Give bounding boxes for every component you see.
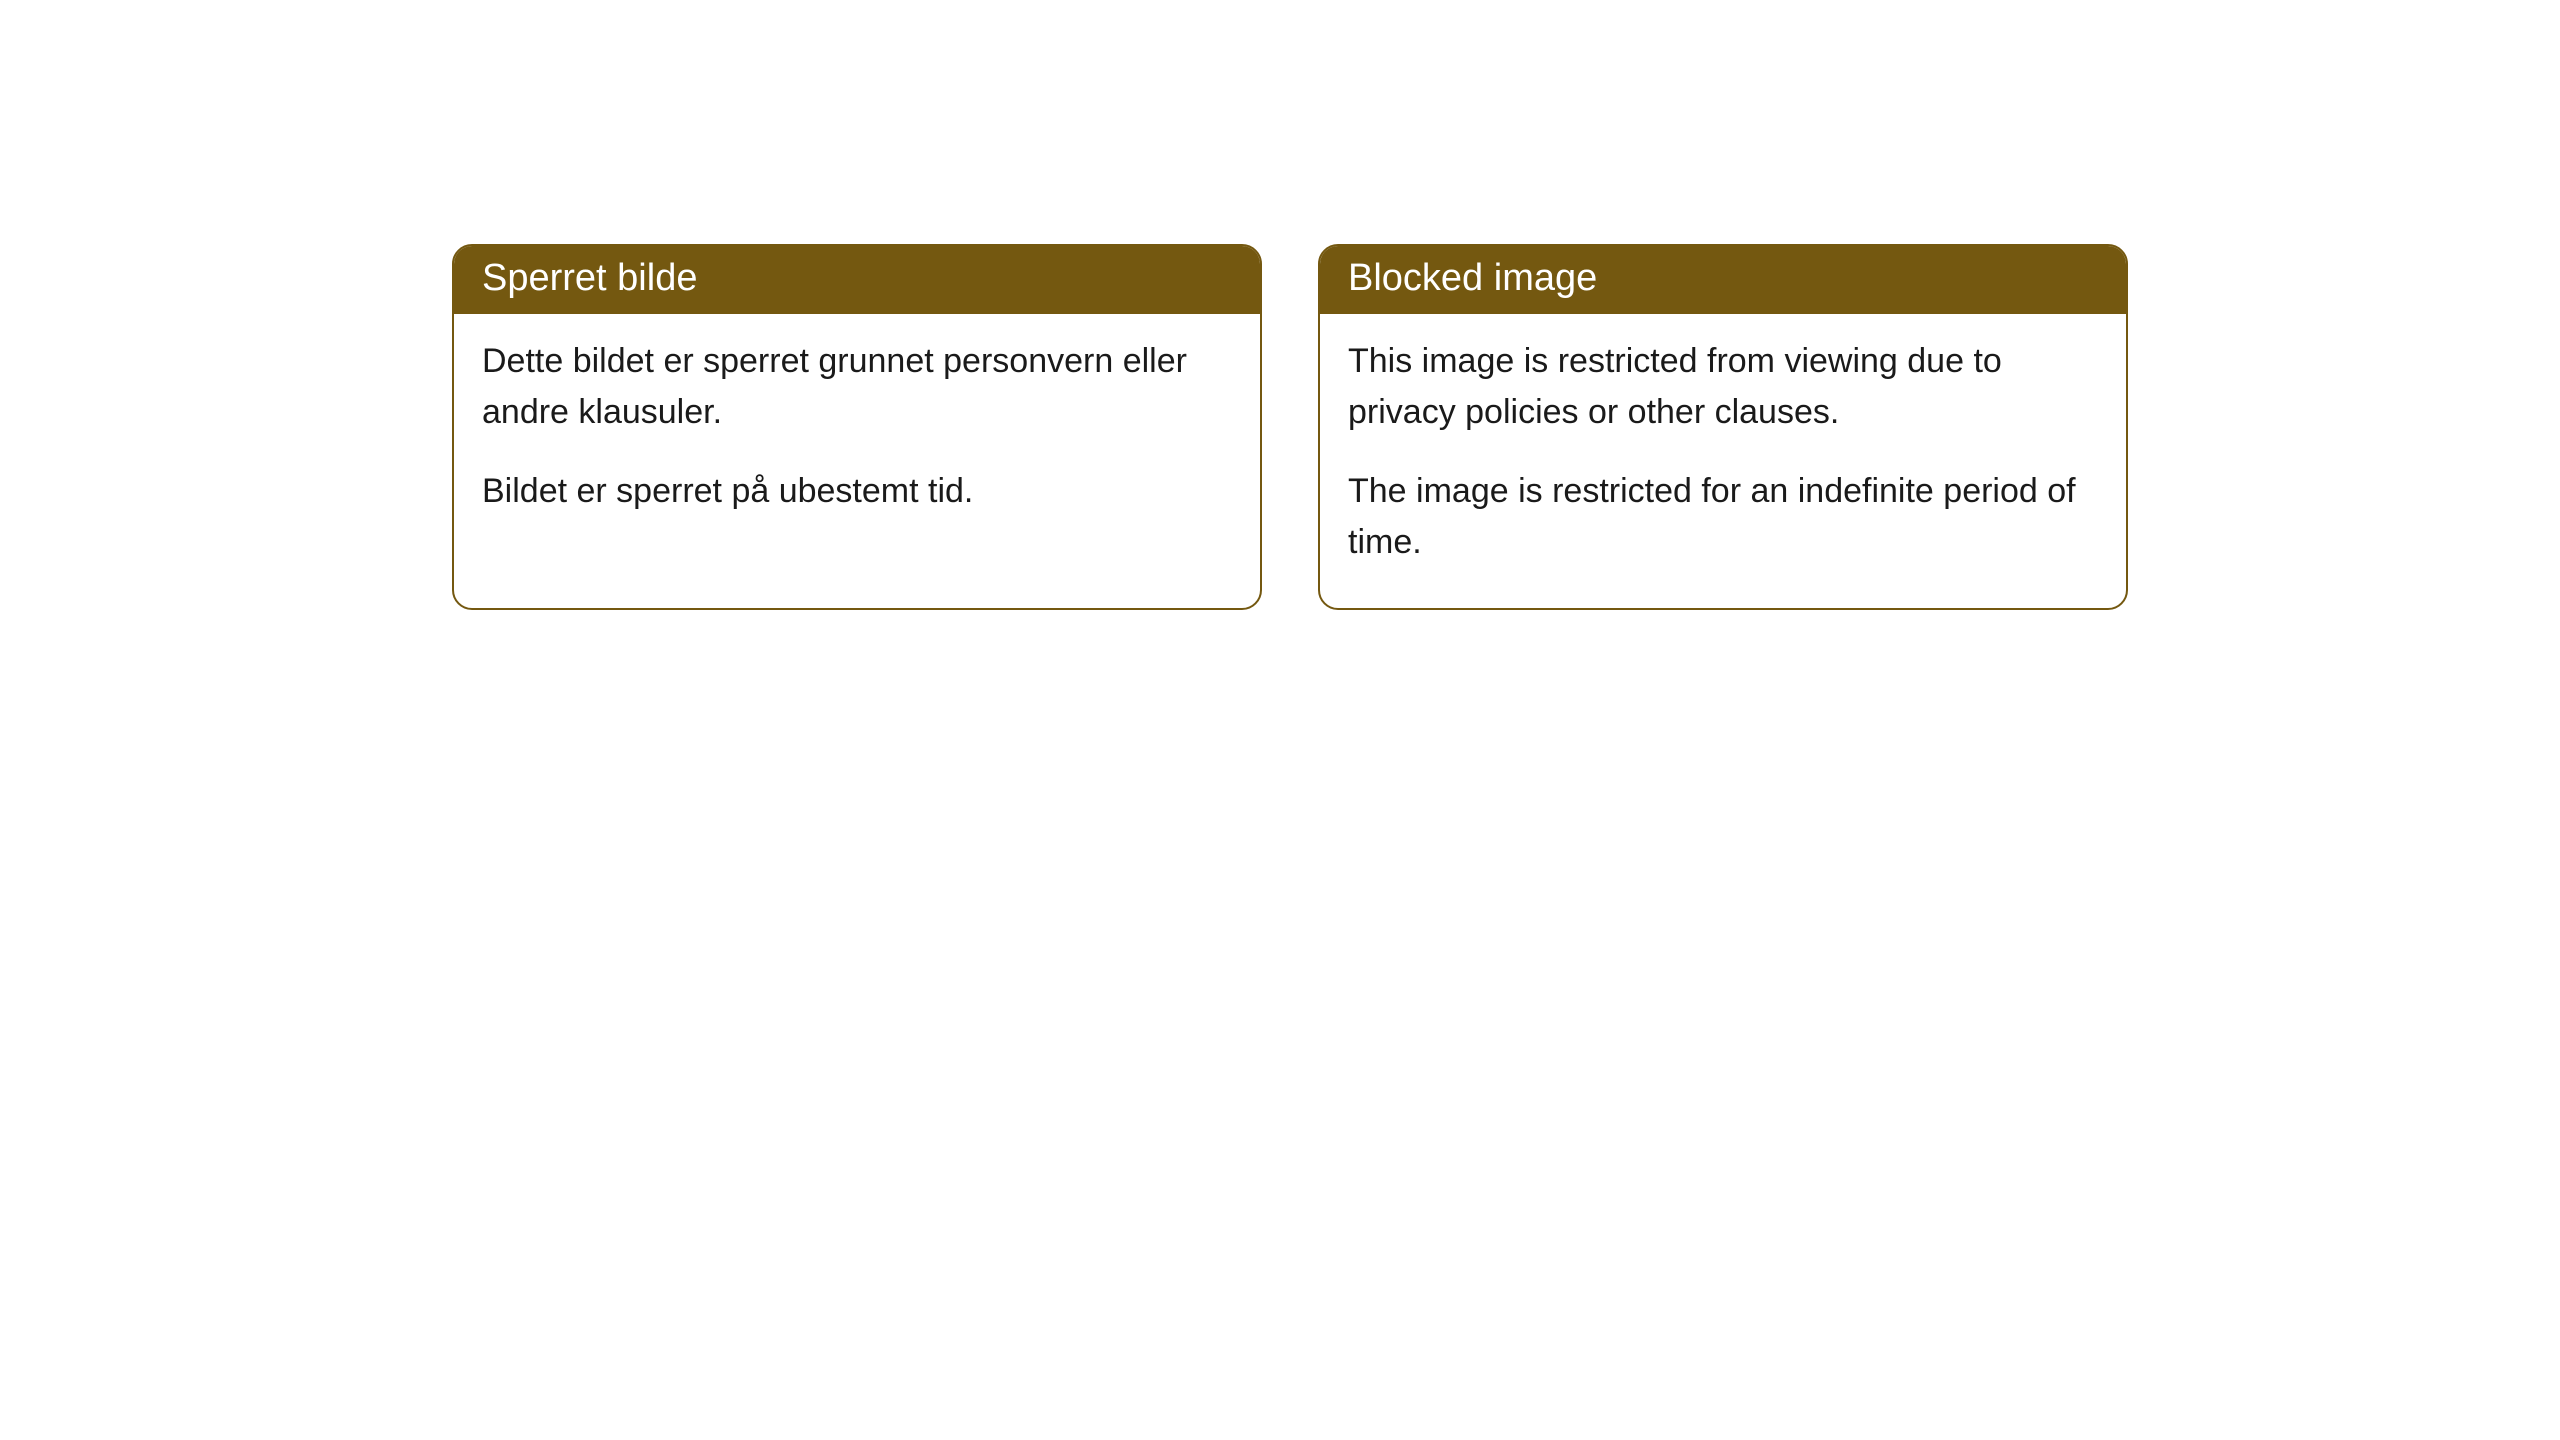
blocked-image-card-norwegian: Sperret bilde Dette bildet er sperret gr… (452, 244, 1262, 610)
blocked-image-card-english: Blocked image This image is restricted f… (1318, 244, 2128, 610)
card-paragraph: The image is restricted for an indefinit… (1348, 466, 2098, 568)
card-title: Blocked image (1348, 257, 1597, 299)
card-paragraph: Dette bildet er sperret grunnet personve… (482, 336, 1232, 438)
notice-cards-container: Sperret bilde Dette bildet er sperret gr… (452, 244, 2128, 610)
card-header: Sperret bilde (454, 246, 1260, 314)
card-title: Sperret bilde (482, 257, 697, 299)
card-paragraph: Bildet er sperret på ubestemt tid. (482, 466, 1232, 517)
card-paragraph: This image is restricted from viewing du… (1348, 336, 2098, 438)
card-body: This image is restricted from viewing du… (1320, 314, 2126, 608)
card-body: Dette bildet er sperret grunnet personve… (454, 314, 1260, 557)
card-header: Blocked image (1320, 246, 2126, 314)
